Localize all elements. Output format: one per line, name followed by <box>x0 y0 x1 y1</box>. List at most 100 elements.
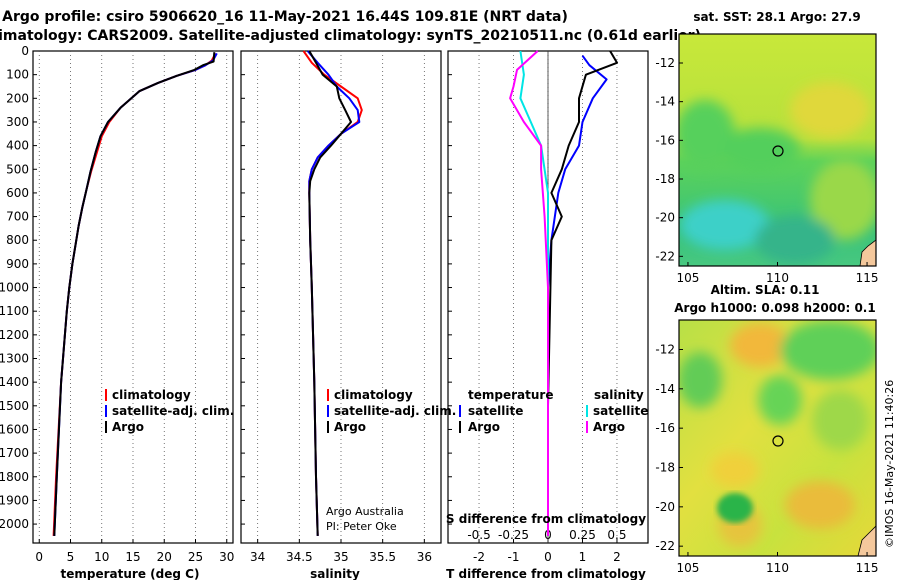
map-lon-label: 110 <box>766 271 789 285</box>
annotation-pi: PI: Peter Oke <box>326 520 397 533</box>
map-lat-label: -20 <box>655 211 675 225</box>
sla-map-subtitle: Argo h1000: 0.098 h2000: 0.1 <box>674 301 875 315</box>
s-tick-label: -0.5 <box>467 528 490 542</box>
legend-climatology-label: climatology <box>112 388 191 402</box>
x-tick-label: 10 <box>94 550 109 564</box>
map-lat-label: -22 <box>655 249 675 263</box>
depth-tick-label: 600 <box>6 186 29 200</box>
s-tick-label: 0.25 <box>569 528 596 542</box>
x-tick-label: 0 <box>544 550 552 564</box>
t-difference-axis-label: T difference from climatology <box>446 567 646 580</box>
x-tick-label: -2 <box>473 550 485 564</box>
series-s-argo <box>509 50 549 536</box>
temperature-legend: climatology satellite-adj. clim. Argo <box>105 388 234 434</box>
map-lat-label: -18 <box>655 461 675 475</box>
depth-tick-label: 200 <box>6 91 29 105</box>
title-line-1: Argo profile: csiro 5906620_16 11-May-20… <box>2 9 568 25</box>
depth-tick-label: 1800 <box>0 470 29 484</box>
legend-s-argo-label: Argo <box>593 420 625 434</box>
legend-temperature-title: temperature <box>468 388 553 402</box>
series-satellite-adj-clim- <box>53 52 218 536</box>
legend-t-satellite-label: satellite <box>468 404 523 418</box>
legend-argo-label: Argo <box>112 420 144 434</box>
s-difference-axis-label: S difference from climatology <box>446 512 646 526</box>
depth-tick-label: 1400 <box>0 375 29 389</box>
legend-salinity-title: salinity <box>594 388 644 402</box>
depth-tick-label: 900 <box>6 257 29 271</box>
sla-map: Altim. SLA: 0.11 Argo h1000: 0.098 h2000… <box>655 283 878 576</box>
series-t-argo <box>547 50 618 536</box>
depth-tick-label: 1700 <box>0 446 29 460</box>
x-tick-label: -1 <box>508 550 520 564</box>
series-climatology <box>52 52 217 536</box>
map-lon-label: 105 <box>677 561 700 575</box>
x-tick-label: 1 <box>579 550 587 564</box>
difference-legend: temperature satellite Argo salinity sate… <box>459 388 648 434</box>
salinity-panel <box>240 50 442 544</box>
map-lon-label: 105 <box>677 271 700 285</box>
map-lat-label: -16 <box>655 133 675 147</box>
map-lon-label: 110 <box>766 561 789 575</box>
series-argo <box>308 50 352 536</box>
sla-map-title: Altim. SLA: 0.11 <box>711 283 820 297</box>
map-lat-label: -12 <box>655 343 675 357</box>
depth-tick-label: 1100 <box>0 304 29 318</box>
x-tick-label: 20 <box>157 550 172 564</box>
salinity-axis-label: salinity <box>310 567 360 580</box>
sst-map-title: sat. SST: 28.1 Argo: 27.9 <box>693 10 860 24</box>
legend-t-argo-label: Argo <box>468 420 500 434</box>
credit-text: ©IMOS 16-May-2021 11:40:26 <box>883 380 896 548</box>
temperature-axis-label: temperature (deg C) <box>61 567 200 580</box>
depth-tick-label: 1500 <box>0 399 29 413</box>
depth-tick-label: 400 <box>6 139 29 153</box>
legend-climatology-label: climatology <box>334 388 413 402</box>
grid-lines <box>33 50 618 543</box>
depth-tick-label: 1600 <box>0 422 29 436</box>
x-tick-label: 2 <box>613 550 621 564</box>
depth-tick-label: 1200 <box>0 328 29 342</box>
map-lat-label: -14 <box>655 382 675 396</box>
depth-tick-label: 100 <box>6 68 29 82</box>
x-tick-label: 15 <box>125 550 140 564</box>
depth-tick-labels: 0 100 200 300 400 500 600 700 800 900 1000 1100 1200… <box>0 44 29 531</box>
legend-argo-label: Argo <box>334 420 366 434</box>
legend-s-satellite-label: satellite <box>593 404 648 418</box>
x-tick-label: 30 <box>219 550 234 564</box>
sst-field <box>679 34 876 266</box>
title-line-2: Climatology: CARS2009. Satellite-adjuste… <box>0 28 701 44</box>
depth-tick-label: 1000 <box>0 281 29 295</box>
map-lat-label: -20 <box>655 500 675 514</box>
x-tick-label: 36 <box>417 550 432 564</box>
depth-tick-label: 0 <box>21 44 29 58</box>
map-lat-label: -12 <box>655 56 675 70</box>
legend-satellite-label: satellite-adj. clim. <box>334 404 456 418</box>
x-tick-label: 5 <box>67 550 75 564</box>
map-lat-label: -22 <box>655 539 675 553</box>
depth-tick-label: 2000 <box>0 517 29 531</box>
s-tick-label: 0.5 <box>607 528 626 542</box>
salinity-legend: climatology satellite-adj. clim. Argo Ar… <box>326 388 456 533</box>
depth-tick-label: 800 <box>6 233 29 247</box>
sst-argo-marker <box>772 145 784 157</box>
profile-series <box>52 50 618 536</box>
depth-tick-label: 500 <box>6 162 29 176</box>
x-tick-label: 34.5 <box>286 550 313 564</box>
map-lon-label: 115 <box>856 561 879 575</box>
map-lat-label: -14 <box>655 95 675 109</box>
sla-argo-marker <box>772 435 784 447</box>
x-tick-labels: 0 5 10 15 20 25 30 34 34.5 35 35.5 36 -2 -1 0 1 2 -0.5 -0.… <box>35 528 626 564</box>
x-tick-label: 34 <box>250 550 265 564</box>
s-tick-label: -0.25 <box>498 528 529 542</box>
depth-tick-label: 700 <box>6 210 29 224</box>
x-tick-label: 25 <box>188 550 203 564</box>
series-argo <box>53 52 216 536</box>
annotation-argo-australia: Argo Australia <box>326 505 404 518</box>
x-tick-label: 35.5 <box>369 550 396 564</box>
depth-tick-label: 1300 <box>0 352 29 366</box>
depth-tick-label: 1900 <box>0 493 29 507</box>
sst-map: sat. SST: 28.1 Argo: 27.9 -12 -14 -16 -18 -2… <box>655 10 878 285</box>
map-lon-label: 115 <box>856 271 879 285</box>
